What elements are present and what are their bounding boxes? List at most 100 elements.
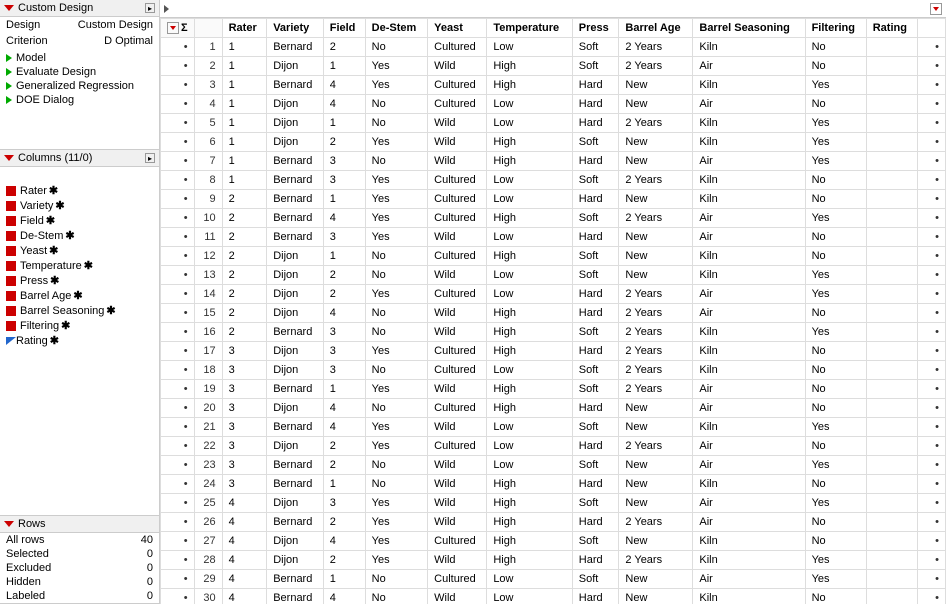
data-cell[interactable]: No <box>365 399 427 418</box>
data-cell[interactable]: Hard <box>572 513 619 532</box>
data-cell[interactable]: High <box>487 304 572 323</box>
table-row[interactable]: •162Bernard3NoWildHighSoft2 YearsKilnYes… <box>161 323 946 342</box>
data-cell[interactable]: Low <box>487 361 572 380</box>
data-cell[interactable]: New <box>619 456 693 475</box>
table-row[interactable]: •173Dijon3YesCulturedHighHard2 YearsKiln… <box>161 342 946 361</box>
row-number-cell[interactable]: 27 <box>194 532 222 551</box>
data-cell[interactable]: Cultured <box>428 342 487 361</box>
data-cell[interactable]: Air <box>693 513 805 532</box>
column-header[interactable]: Rater <box>222 19 267 38</box>
row-number-cell[interactable]: 14 <box>194 285 222 304</box>
data-cell[interactable]: Soft <box>572 380 619 399</box>
disclosure-icon[interactable] <box>4 521 14 527</box>
data-cell[interactable]: 1 <box>222 114 267 133</box>
data-cell[interactable]: High <box>487 76 572 95</box>
data-cell[interactable]: Cultured <box>428 570 487 589</box>
column-header[interactable]: Filtering <box>805 19 866 38</box>
data-grid-container[interactable]: ΣRaterVarietyFieldDe-StemYeastTemperatur… <box>160 18 946 604</box>
data-cell[interactable]: Yes <box>805 570 866 589</box>
data-cell[interactable]: New <box>619 418 693 437</box>
data-cell[interactable] <box>866 437 917 456</box>
data-cell[interactable]: Air <box>693 437 805 456</box>
data-cell[interactable]: 3 <box>323 323 365 342</box>
data-grid[interactable]: ΣRaterVarietyFieldDe-StemYeastTemperatur… <box>160 18 946 604</box>
tree-item[interactable]: Model <box>4 51 155 65</box>
corner-cell[interactable]: Σ <box>161 19 195 38</box>
data-cell[interactable]: 4 <box>222 513 267 532</box>
row-marker-cell[interactable]: • <box>161 133 195 152</box>
data-cell[interactable]: Bernard <box>267 323 324 342</box>
data-cell[interactable]: Yes <box>365 342 427 361</box>
data-cell[interactable]: No <box>365 456 427 475</box>
data-cell[interactable]: No <box>365 247 427 266</box>
data-cell[interactable]: Bernard <box>267 418 324 437</box>
data-cell[interactable]: Kiln <box>693 171 805 190</box>
data-cell[interactable]: Dijon <box>267 285 324 304</box>
data-cell[interactable]: Soft <box>572 38 619 57</box>
column-header[interactable]: Temperature <box>487 19 572 38</box>
data-cell[interactable]: Soft <box>572 570 619 589</box>
column-item[interactable]: Press✱ <box>0 273 159 288</box>
data-cell[interactable] <box>866 342 917 361</box>
data-cell[interactable] <box>866 323 917 342</box>
data-cell[interactable]: Air <box>693 228 805 247</box>
data-cell[interactable]: Dijon <box>267 437 324 456</box>
data-cell[interactable]: 1 <box>222 38 267 57</box>
row-number-cell[interactable]: 20 <box>194 399 222 418</box>
data-cell[interactable] <box>866 133 917 152</box>
data-cell[interactable]: Kiln <box>693 247 805 266</box>
data-cell[interactable]: Kiln <box>693 266 805 285</box>
data-cell[interactable]: Hard <box>572 399 619 418</box>
data-cell[interactable]: Soft <box>572 361 619 380</box>
data-cell[interactable]: Kiln <box>693 532 805 551</box>
data-cell[interactable]: 3 <box>222 380 267 399</box>
data-cell[interactable]: Hard <box>572 114 619 133</box>
data-cell[interactable]: Dijon <box>267 361 324 380</box>
data-cell[interactable]: Kiln <box>693 418 805 437</box>
row-marker-cell[interactable]: • <box>161 380 195 399</box>
toolbar-menu-icon[interactable] <box>930 3 942 15</box>
data-cell[interactable]: New <box>619 266 693 285</box>
data-cell[interactable]: Hard <box>572 285 619 304</box>
data-cell[interactable] <box>866 589 917 604</box>
data-cell[interactable]: Soft <box>572 494 619 513</box>
data-cell[interactable]: Wild <box>428 589 487 604</box>
data-cell[interactable]: Air <box>693 209 805 228</box>
data-cell[interactable]: Low <box>487 38 572 57</box>
row-marker-cell[interactable]: • <box>161 114 195 133</box>
row-number-cell[interactable]: 5 <box>194 114 222 133</box>
data-cell[interactable]: No <box>805 342 866 361</box>
data-cell[interactable]: New <box>619 95 693 114</box>
data-cell[interactable]: Yes <box>365 532 427 551</box>
data-cell[interactable]: 2 <box>222 323 267 342</box>
data-cell[interactable]: Hard <box>572 589 619 604</box>
table-row[interactable]: •274Dijon4YesCulturedHighSoftNewKilnNo• <box>161 532 946 551</box>
data-cell[interactable]: No <box>365 266 427 285</box>
data-cell[interactable]: No <box>805 95 866 114</box>
data-cell[interactable]: Yes <box>365 190 427 209</box>
data-cell[interactable]: 2 <box>222 209 267 228</box>
data-cell[interactable]: New <box>619 399 693 418</box>
data-cell[interactable] <box>866 209 917 228</box>
data-cell[interactable]: Wild <box>428 418 487 437</box>
column-header[interactable]: Field <box>323 19 365 38</box>
column-header[interactable]: De-Stem <box>365 19 427 38</box>
data-cell[interactable]: Yes <box>805 285 866 304</box>
table-row[interactable]: •183Dijon3NoCulturedLowSoft2 YearsKilnNo… <box>161 361 946 380</box>
table-row[interactable]: •112Bernard3YesWildLowHardNewAirNo• <box>161 228 946 247</box>
data-cell[interactable]: 1 <box>222 171 267 190</box>
data-cell[interactable]: Cultured <box>428 399 487 418</box>
data-cell[interactable]: 3 <box>222 399 267 418</box>
data-cell[interactable]: 2 Years <box>619 551 693 570</box>
data-cell[interactable]: No <box>365 304 427 323</box>
data-cell[interactable] <box>866 266 917 285</box>
data-cell[interactable] <box>866 551 917 570</box>
data-cell[interactable] <box>866 475 917 494</box>
data-cell[interactable]: Hard <box>572 342 619 361</box>
data-cell[interactable]: Wild <box>428 513 487 532</box>
data-cell[interactable]: 4 <box>222 570 267 589</box>
data-cell[interactable]: 2 Years <box>619 513 693 532</box>
data-cell[interactable]: Wild <box>428 228 487 247</box>
data-cell[interactable]: Cultured <box>428 532 487 551</box>
data-cell[interactable] <box>866 418 917 437</box>
